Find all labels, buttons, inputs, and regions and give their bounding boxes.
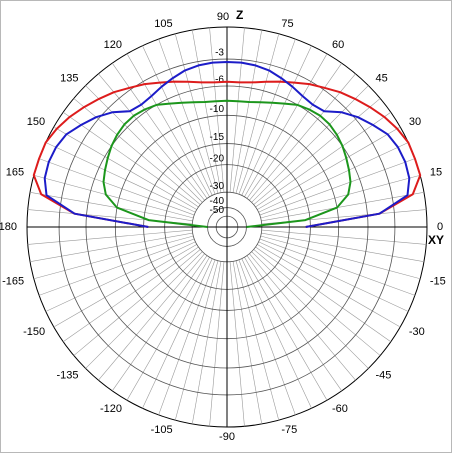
angle-tick-label: -75: [281, 424, 297, 436]
angle-tick-label: -60: [332, 403, 348, 415]
angle-tick-label: -90: [219, 431, 235, 443]
r-tick-label: -15: [210, 132, 225, 143]
r-tick-label: -3: [215, 48, 224, 59]
angle-tick-label: 15: [430, 167, 442, 179]
y-axis-label: Z: [236, 8, 243, 22]
angle-tick-label: 0: [437, 221, 443, 233]
angle-tick-label: 180: [0, 221, 17, 233]
angle-tick-label: 150: [27, 116, 45, 128]
r-tick-label: -50: [210, 205, 225, 216]
r-tick-label: -40: [210, 196, 225, 207]
angle-tick-label: -135: [56, 369, 78, 381]
angle-tick-label: 165: [6, 167, 24, 179]
angle-tick-label: 90: [217, 11, 229, 23]
angle-tick-label: -120: [100, 403, 122, 415]
angle-tick-label: -150: [23, 326, 45, 338]
series-line: [43, 61, 411, 228]
angle-tick-label: -105: [151, 424, 173, 436]
angle-tick-label: 45: [375, 72, 387, 84]
angle-tick-label: 120: [104, 39, 122, 51]
x-axis-label: XY: [428, 233, 444, 247]
angle-tick-label: 105: [154, 18, 172, 30]
r-tick-label: -20: [210, 153, 225, 164]
angle-tick-label: -30: [409, 326, 425, 338]
plot: [32, 61, 422, 228]
angle-tick-label: 75: [281, 18, 293, 30]
series-line: [32, 80, 422, 228]
angle-tick-label: -165: [2, 275, 24, 287]
r-tick-label: -30: [210, 181, 225, 192]
angle-tick-label: 60: [332, 39, 344, 51]
angle-tick-label: 30: [409, 116, 421, 128]
grid: -3 -6 -10 -15 -20 -30 -40-50 0 15 30 45 60 75 90 105 12…: [0, 11, 446, 443]
series-line: [102, 99, 352, 228]
angle-tick-label: -15: [430, 275, 446, 287]
angle-tick-label: 135: [60, 72, 78, 84]
r-tick-label: -10: [210, 104, 225, 115]
angle-tick-label: -45: [375, 369, 391, 381]
r-tick-label: -6: [215, 75, 224, 86]
